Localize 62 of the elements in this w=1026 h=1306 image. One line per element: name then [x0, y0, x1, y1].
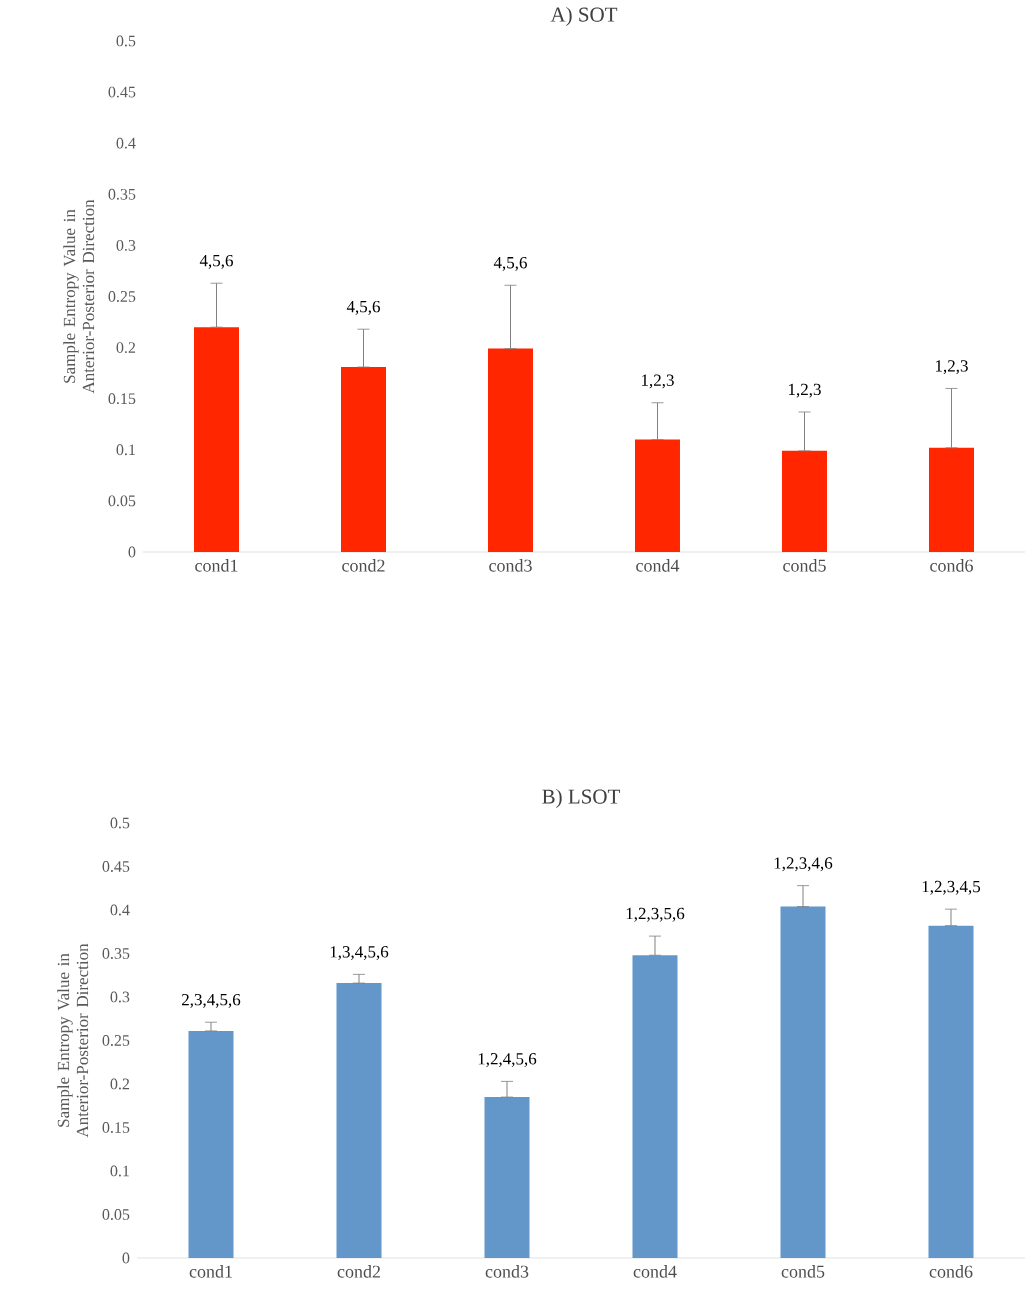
- chart-title: B) LSOT: [542, 788, 621, 808]
- annotation: 1,2,3,4,5: [922, 880, 981, 895]
- x-tick-label: cond5: [783, 559, 826, 572]
- y-tick-label: 0.5: [116, 35, 136, 47]
- y-tick-label: 0.2: [110, 1078, 130, 1090]
- bar: [780, 906, 826, 1258]
- bar: [632, 955, 678, 1258]
- annotation: 1,2,3,4,6: [774, 857, 833, 872]
- y-tick-label: 0.05: [108, 495, 136, 507]
- y-tick-label: 0.15: [108, 393, 136, 405]
- x-tick-label: cond1: [195, 559, 238, 572]
- y-tick-label: 0.05: [102, 1209, 130, 1220]
- annotation: 4,5,6: [493, 256, 527, 271]
- annotation: 1,2,3: [789, 383, 821, 398]
- x-tick-label: cond3: [489, 559, 532, 572]
- y-axis-title: Sample Entropy Value in Anterior-Posterior Direction: [57, 943, 89, 1138]
- bar: [336, 983, 382, 1258]
- bar: [781, 450, 827, 552]
- y-tick-label: 0.3: [110, 991, 130, 1003]
- annotation: 4,5,6: [346, 300, 380, 315]
- y-tick-label: 0.25: [102, 1035, 130, 1046]
- annotation: 1,3,4,5,6: [330, 946, 389, 960]
- y-axis-title: Sample Entropy Value in Anterior-Posterior Direction: [63, 199, 95, 394]
- x-tick-label: cond5: [781, 1265, 825, 1278]
- annotation: 1,2,3,5,6: [626, 907, 685, 922]
- y-tick-label: 0.4: [110, 904, 130, 916]
- y-tick-label: 0.35: [102, 948, 130, 959]
- x-tick-label: cond3: [485, 1265, 529, 1278]
- bar: [928, 447, 974, 552]
- bar: [188, 1030, 234, 1258]
- y-tick-label: 0.2: [116, 342, 136, 354]
- x-tick-label: cond6: [930, 559, 973, 572]
- x-tick-label: cond4: [636, 559, 680, 572]
- y-tick-label: 0.35: [108, 188, 136, 200]
- annotation: 2,3,4,5,6: [182, 993, 241, 1008]
- chart-title: A) SOT: [550, 6, 618, 26]
- bar: [634, 439, 680, 552]
- x-tick-label: cond2: [342, 559, 385, 572]
- y-tick-label: 0.3: [116, 239, 136, 251]
- y-tick-label: 0.25: [108, 291, 136, 302]
- y-tick-label: 0.4: [116, 137, 136, 149]
- annotation: 1,2,4,5,6: [478, 1053, 537, 1067]
- bar: [341, 367, 386, 552]
- y-tick-label: 0.1: [116, 444, 135, 456]
- y-tick-label: 0: [128, 546, 136, 558]
- x-tick-label: cond2: [337, 1265, 380, 1278]
- y-tick-label: 0.45: [102, 861, 130, 872]
- x-tick-label: cond1: [189, 1265, 232, 1278]
- bar: [487, 348, 533, 552]
- bar: [928, 925, 974, 1258]
- bar: [194, 327, 239, 552]
- annotation: 1,2,3: [935, 360, 968, 375]
- x-tick-label: cond6: [929, 1265, 973, 1278]
- y-tick-label: 0.1: [110, 1165, 129, 1177]
- y-tick-label: 0.5: [110, 817, 130, 829]
- y-tick-label: 0.15: [102, 1122, 130, 1133]
- y-tick-label: 0.45: [108, 86, 136, 98]
- x-tick-label: cond4: [633, 1265, 677, 1278]
- annotation: 4,5,6: [199, 254, 233, 269]
- bar: [484, 1097, 530, 1258]
- y-tick-label: 0: [122, 1252, 130, 1264]
- annotation: 1,2,3: [642, 374, 674, 389]
